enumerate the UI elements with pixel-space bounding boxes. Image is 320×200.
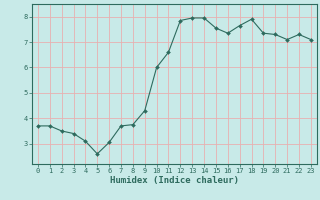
X-axis label: Humidex (Indice chaleur): Humidex (Indice chaleur) <box>110 176 239 185</box>
